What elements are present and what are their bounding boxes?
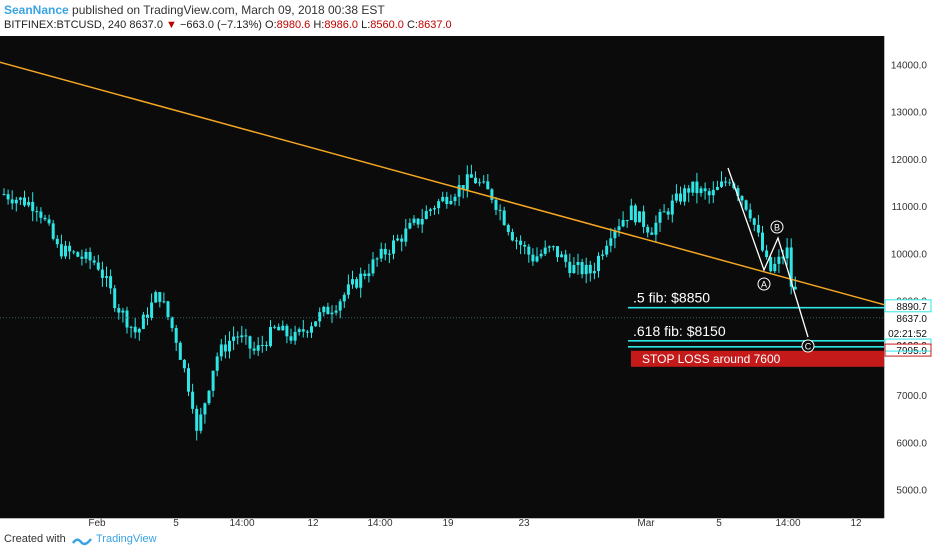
time-axis[interactable] <box>0 518 884 533</box>
created-with-label: Created with <box>4 533 66 545</box>
symbol-label: BITFINEX:BTCUSD, 240 <box>4 19 127 31</box>
change-value: −663.0 (−7.13%) <box>180 19 262 31</box>
author-name[interactable]: SeanNance <box>4 3 69 17</box>
chart-pane[interactable] <box>0 36 884 518</box>
open-value: 8980.6 <box>276 19 311 31</box>
last-price: 8637.0 <box>129 19 163 31</box>
published-text: published on TradingView.com, March 09, … <box>72 3 385 17</box>
close-label: C: <box>406 19 418 31</box>
high-value: 8986.0 <box>324 19 359 31</box>
tradingview-brand[interactable]: TradingView <box>96 533 157 545</box>
close-value: 8637.0 <box>417 19 452 31</box>
high-label: H: <box>313 19 325 31</box>
price-axis[interactable] <box>884 36 932 518</box>
open-label: O: <box>265 19 277 31</box>
tradingview-logo-icon <box>72 538 92 546</box>
low-value: 8560.0 <box>370 19 404 31</box>
down-arrow-icon: ▼ <box>166 19 177 31</box>
low-label: L: <box>361 19 371 31</box>
footer: Created with TradingView <box>0 532 932 550</box>
symbol-line: BITFINEX:BTCUSD, 240 8637.0 ▼ −663.0 (−7… <box>4 19 452 31</box>
publish-line: SeanNance published on TradingView.com, … <box>4 3 385 17</box>
